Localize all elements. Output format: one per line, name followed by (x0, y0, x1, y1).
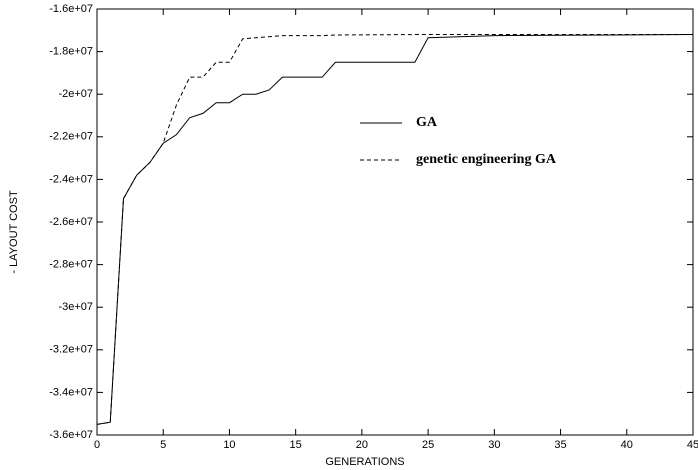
x-tick-label: 45 (687, 439, 698, 451)
x-tick-label: 30 (488, 439, 500, 451)
y-tick-label: -2.8e+07 (49, 259, 93, 271)
y-tick-label: -3.2e+07 (49, 344, 93, 356)
x-tick-label: 0 (94, 439, 100, 451)
x-tick-label: 25 (422, 439, 434, 451)
x-tick-label: 5 (160, 439, 166, 451)
y-tick-label: -2.2e+07 (49, 131, 93, 143)
y-tick-label: -3.6e+07 (49, 429, 93, 441)
series-line (96, 34, 693, 425)
legend-label: GA (416, 115, 438, 130)
plot-frame (96, 8, 694, 436)
x-tick-label: 40 (621, 439, 633, 451)
series-line (96, 34, 694, 425)
y-tick-label: -2e+07 (58, 88, 93, 100)
y-axis-label: - LAYOUT COST (8, 190, 20, 274)
x-tick-label: 35 (554, 439, 566, 451)
legend-label: genetic engineering GA (416, 152, 557, 167)
y-tick-label: -1.6e+07 (49, 3, 93, 15)
x-axis-label: GENERATIONS (325, 456, 404, 468)
x-tick-label: 10 (223, 439, 235, 451)
y-tick-label: -3e+07 (58, 301, 93, 313)
y-tick-label: -2.4e+07 (49, 173, 93, 185)
x-tick-label: 15 (290, 439, 302, 451)
x-tick-label: 20 (356, 439, 368, 451)
y-tick-label: -1.8e+07 (49, 46, 93, 58)
y-tick-label: -3.4e+07 (49, 386, 93, 398)
y-tick-label: -2.6e+07 (49, 216, 93, 228)
